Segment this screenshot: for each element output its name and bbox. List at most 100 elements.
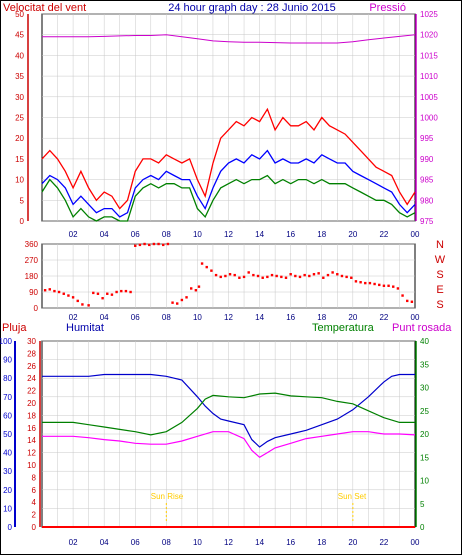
direction-point: [194, 289, 198, 292]
direction-point: [180, 298, 184, 302]
compass-label: E: [436, 284, 443, 296]
hour-tick-label: 10: [193, 230, 202, 239]
series-wind-max: [41, 107, 416, 210]
series-wind-min: [41, 174, 416, 222]
hour-tick-label: 22: [379, 230, 388, 239]
direction-point: [96, 292, 100, 295]
direction-point: [308, 274, 311, 278]
humidity-tick-label: 60: [3, 411, 12, 420]
humidity-tick-label: 70: [3, 393, 12, 402]
hour-tick-label: 06: [131, 230, 140, 239]
rain-tick-label: 6: [32, 486, 37, 495]
grid-lines: [42, 13, 415, 528]
direction-point: [157, 242, 160, 246]
hour-tick-label: 16: [286, 313, 295, 322]
hour-tick-label: 20: [348, 538, 357, 547]
direction-tick-label: 360: [25, 240, 39, 249]
hour-tick-label: 00: [411, 313, 420, 322]
direction-point: [336, 273, 339, 276]
rain-tick-label: 20: [27, 399, 36, 408]
direction-point: [224, 274, 227, 278]
direction-point: [171, 301, 174, 304]
direction-point: [294, 274, 297, 278]
direction-tick-label: 0: [34, 304, 39, 313]
temperature-tick-label: 10: [420, 477, 429, 486]
rain-label: Pluja: [2, 322, 27, 334]
direction-point: [275, 274, 278, 278]
direction-tick-label: 180: [25, 272, 39, 281]
direction-point: [124, 289, 128, 293]
direction-point: [92, 291, 95, 295]
direction-point: [266, 275, 269, 279]
dewpoint-label: Punt rosada: [392, 322, 452, 334]
direction-point: [48, 288, 51, 291]
humidity-tick-label: 100: [0, 337, 13, 346]
humidity-tick-label: 10: [3, 504, 12, 513]
direction-point: [242, 275, 246, 279]
direction-point: [143, 242, 146, 246]
hour-tick-label: 02: [69, 230, 78, 239]
compass-label: W: [435, 254, 446, 266]
direction-point: [364, 281, 367, 285]
rain-tick-label: 8: [32, 473, 37, 482]
direction-point: [152, 242, 156, 246]
hour-tick-label: 22: [379, 313, 388, 322]
direction-point: [303, 273, 306, 277]
pressure-tick-label: 1015: [420, 51, 438, 60]
direction-point: [345, 275, 348, 279]
direction-point: [359, 281, 362, 284]
wind-tick-label: 45: [15, 31, 24, 40]
compass-label: S: [436, 269, 443, 281]
wind-tick-label: 30: [15, 93, 24, 102]
direction-point: [214, 273, 218, 277]
direction-point: [110, 293, 114, 296]
direction-point: [166, 242, 170, 246]
direction-point: [298, 275, 302, 279]
direction-point: [219, 275, 222, 279]
hour-tick-label: 04: [100, 230, 109, 239]
direction-point: [185, 296, 188, 299]
direction-point: [101, 297, 104, 300]
rain-tick-label: 0: [32, 523, 37, 532]
hour-tick-label: 00: [411, 538, 420, 547]
direction-point: [87, 304, 90, 307]
rain-tick-label: 12: [27, 449, 36, 458]
direction-point: [71, 296, 75, 299]
direction-point: [317, 272, 320, 275]
direction-point: [331, 271, 334, 274]
series-dewpoint: [42, 431, 416, 459]
rain-tick-label: 10: [27, 461, 36, 470]
direction-point: [261, 276, 264, 279]
humidity-tick-label: 40: [3, 449, 12, 458]
hour-tick-label: 06: [131, 538, 140, 547]
direction-point: [406, 299, 409, 303]
humidity-tick-label: 50: [3, 430, 12, 439]
series-pressure: [42, 34, 416, 44]
direction-point: [190, 287, 193, 290]
wind-tick-label: 50: [15, 10, 24, 19]
direction-point: [62, 292, 65, 295]
direction-point: [238, 276, 241, 279]
temperature-tick-label: 5: [420, 500, 425, 509]
direction-point: [280, 275, 283, 279]
wind-tick-label: 0: [20, 217, 25, 226]
rain-tick-label: 16: [27, 424, 36, 433]
rain-tick-label: 26: [27, 362, 36, 371]
direction-point: [120, 289, 123, 293]
direction-point: [233, 273, 236, 277]
rain-tick-label: 2: [32, 511, 37, 520]
direction-point: [326, 273, 330, 277]
humidity-label: Humitat: [66, 322, 104, 334]
axis-labels: 0510152025303540455097598098599099510001…: [0, 10, 446, 547]
hour-tick-label: 02: [69, 313, 78, 322]
direction-tick-label: 90: [29, 288, 38, 297]
series-layer: [41, 34, 416, 528]
direction-point: [197, 285, 201, 288]
temperature-tick-label: 15: [420, 453, 429, 462]
series-wind-avg: [41, 149, 416, 218]
rain-tick-label: 30: [27, 337, 36, 346]
direction-point: [401, 294, 404, 297]
direction-point: [354, 280, 358, 283]
hour-tick-label: 02: [69, 538, 78, 547]
